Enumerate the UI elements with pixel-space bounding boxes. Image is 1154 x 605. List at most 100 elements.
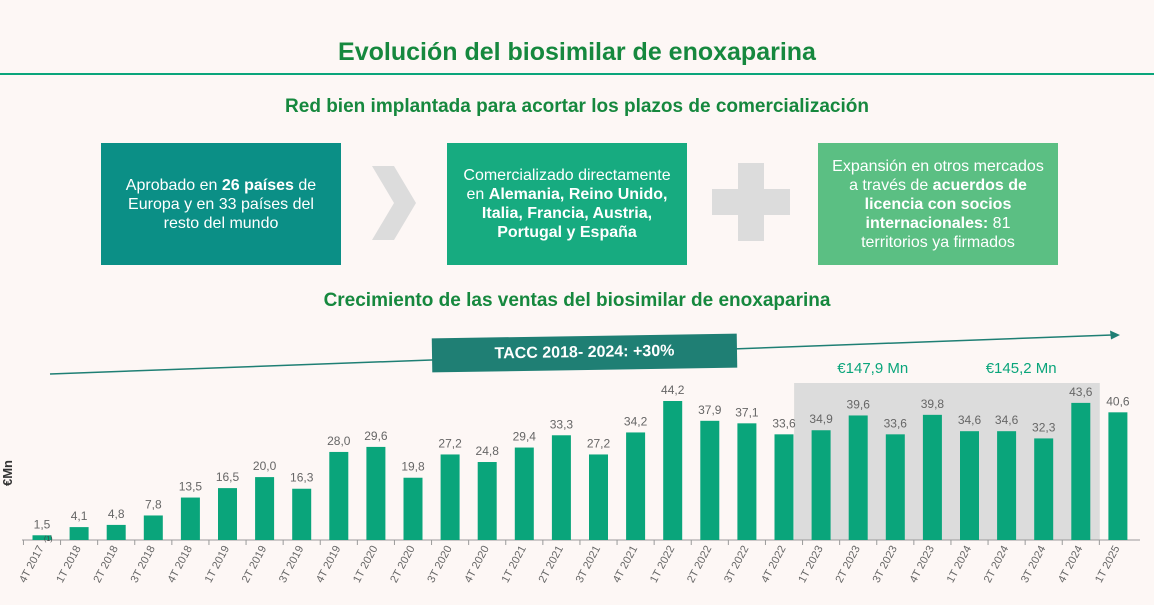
bar-value-label: 32,3 [1032,420,1056,434]
x-tick-label: 1T 2024 [945,544,974,585]
x-tick-label: 3T 2020 [425,544,454,585]
bar [1034,438,1054,540]
x-tick-label: 1T 2020 [351,544,380,585]
bar [403,477,423,540]
bar [626,432,646,540]
bar [1071,402,1091,540]
bar-value-label: 40,6 [1106,394,1130,408]
bar-value-label: 43,6 [1069,385,1093,399]
x-tick-label: 4T 2024 [1056,544,1085,585]
bar-value-label: 34,9 [809,412,833,426]
bar-value-label: 37,9 [698,403,722,417]
x-tick-label: 4T 2019 [314,544,343,585]
bar [885,434,905,540]
x-tick-label: 3T 2021 [574,544,603,585]
bar [255,477,275,540]
bar-value-label: 7,8 [145,497,162,511]
x-tick-label: 4T 2022 [759,544,788,585]
x-tick-label: 2T 2023 [833,544,862,585]
section-subtitle: Red bien implantada para acortar los pla… [285,96,869,117]
x-tick-label: 3T 2019 [277,544,306,585]
bar [514,447,534,540]
bar-value-label: 29,4 [513,430,537,444]
bar [589,454,608,540]
bar [106,524,126,540]
bar-value-label: 4,8 [108,507,125,521]
x-tick-label: 2T 2020 [388,544,417,585]
bar-value-label: 33,3 [550,417,574,431]
period-total-label: €147,9 Mn [837,360,908,377]
title-divider [0,73,1154,75]
licensing-intro: Expansión en otros mercados a través de [832,157,1044,194]
bar-value-label: 24,8 [476,444,500,458]
bar-value-label: 19,8 [401,460,425,474]
x-tick-label: 2T 2022 [685,544,714,585]
approval-text-rest: de Europa y en 33 países del resto del m… [128,176,317,232]
plus-icon [712,163,790,241]
bar [218,488,237,540]
bar-value-label: 16,5 [216,470,240,484]
x-tick-label: 2T 2018 [91,544,120,585]
x-tick-label: 4T 2020 [462,544,491,585]
x-tick-label: 1T 2023 [796,544,825,585]
bar [922,414,942,540]
bar-value-label: 33,6 [884,416,908,430]
bar-value-label: 29,6 [364,429,388,443]
chart-title: Crecimiento de las ventas del biosimilar… [323,290,831,311]
x-tick-label: 4T 2023 [908,544,937,585]
chevron-right-icon [372,166,416,240]
direct-sales-box: Comercializado directamente en Alemania,… [447,143,687,265]
bar-value-label: 27,2 [587,436,611,450]
x-tick-label: 1T 2018 [54,544,83,585]
bar-value-label: 44,2 [661,383,685,397]
bar [143,515,163,540]
licensing-territories: 81 territorios ya firmados [861,214,1015,251]
page-title: Evolución del biosimilar de enoxaparina [338,38,816,66]
category-footnote: (1) [44,536,53,543]
direct-sales-countries: Alemania, Reino Unido, Italia, Francia, … [481,186,668,241]
bar [551,435,571,540]
bar [848,415,868,540]
bar [329,451,349,540]
bar [811,430,831,540]
x-tick-label: 4T 2017 [17,544,46,585]
bar [440,454,460,540]
bar [663,401,683,540]
period-total-label: €145,2 Mn [986,360,1057,377]
bar [69,527,89,540]
bar-value-label: 16,3 [290,471,314,485]
x-tick-label: 1T 2019 [203,544,232,585]
bar [737,423,757,540]
bar-value-label: 39,8 [921,397,945,411]
bar-value-label: 4,1 [71,509,88,523]
bar-value-label: 1,5 [34,517,51,531]
x-tick-label: 2T 2019 [240,544,269,585]
x-tick-label: 4T 2018 [166,544,195,585]
bar-value-label: 34,6 [995,413,1019,427]
x-tick-label: 3T 2018 [128,544,157,585]
bar [180,497,200,540]
x-tick-label: 1T 2025 [1093,544,1122,585]
x-tick-label: 3T 2022 [722,544,751,585]
x-tick-label: 1T 2021 [499,544,528,585]
x-tick-label: 4T 2021 [611,544,640,585]
bar [32,535,52,540]
bar-value-label: 34,2 [624,414,648,428]
licensing-text: Expansión en otros mercados a través de … [832,157,1044,252]
x-tick-label: 3T 2023 [870,544,899,585]
x-tick-label: 3T 2024 [1019,544,1048,585]
approval-text: Aprobado en 26 países de Europa y en 33 … [115,176,327,233]
bar [477,462,497,540]
cagr-badge: TACC 2018- 2024: +30% [431,333,738,373]
bar-value-label: 28,0 [327,434,351,448]
direct-sales-text: Comercializado directamente en Alemania,… [461,166,673,242]
licensing-box: Expansión en otros mercados a través de … [818,143,1058,265]
approval-box: Aprobado en 26 países de Europa y en 33 … [101,143,341,265]
bar [292,488,312,540]
x-tick-label: 1T 2022 [648,544,677,585]
bar-value-label: 20,0 [253,459,277,473]
approval-countries: 26 países [221,176,294,194]
bar [1108,412,1128,540]
x-tick-label: 2T 2024 [982,544,1011,585]
x-tick-label: 2T 2021 [537,544,566,585]
